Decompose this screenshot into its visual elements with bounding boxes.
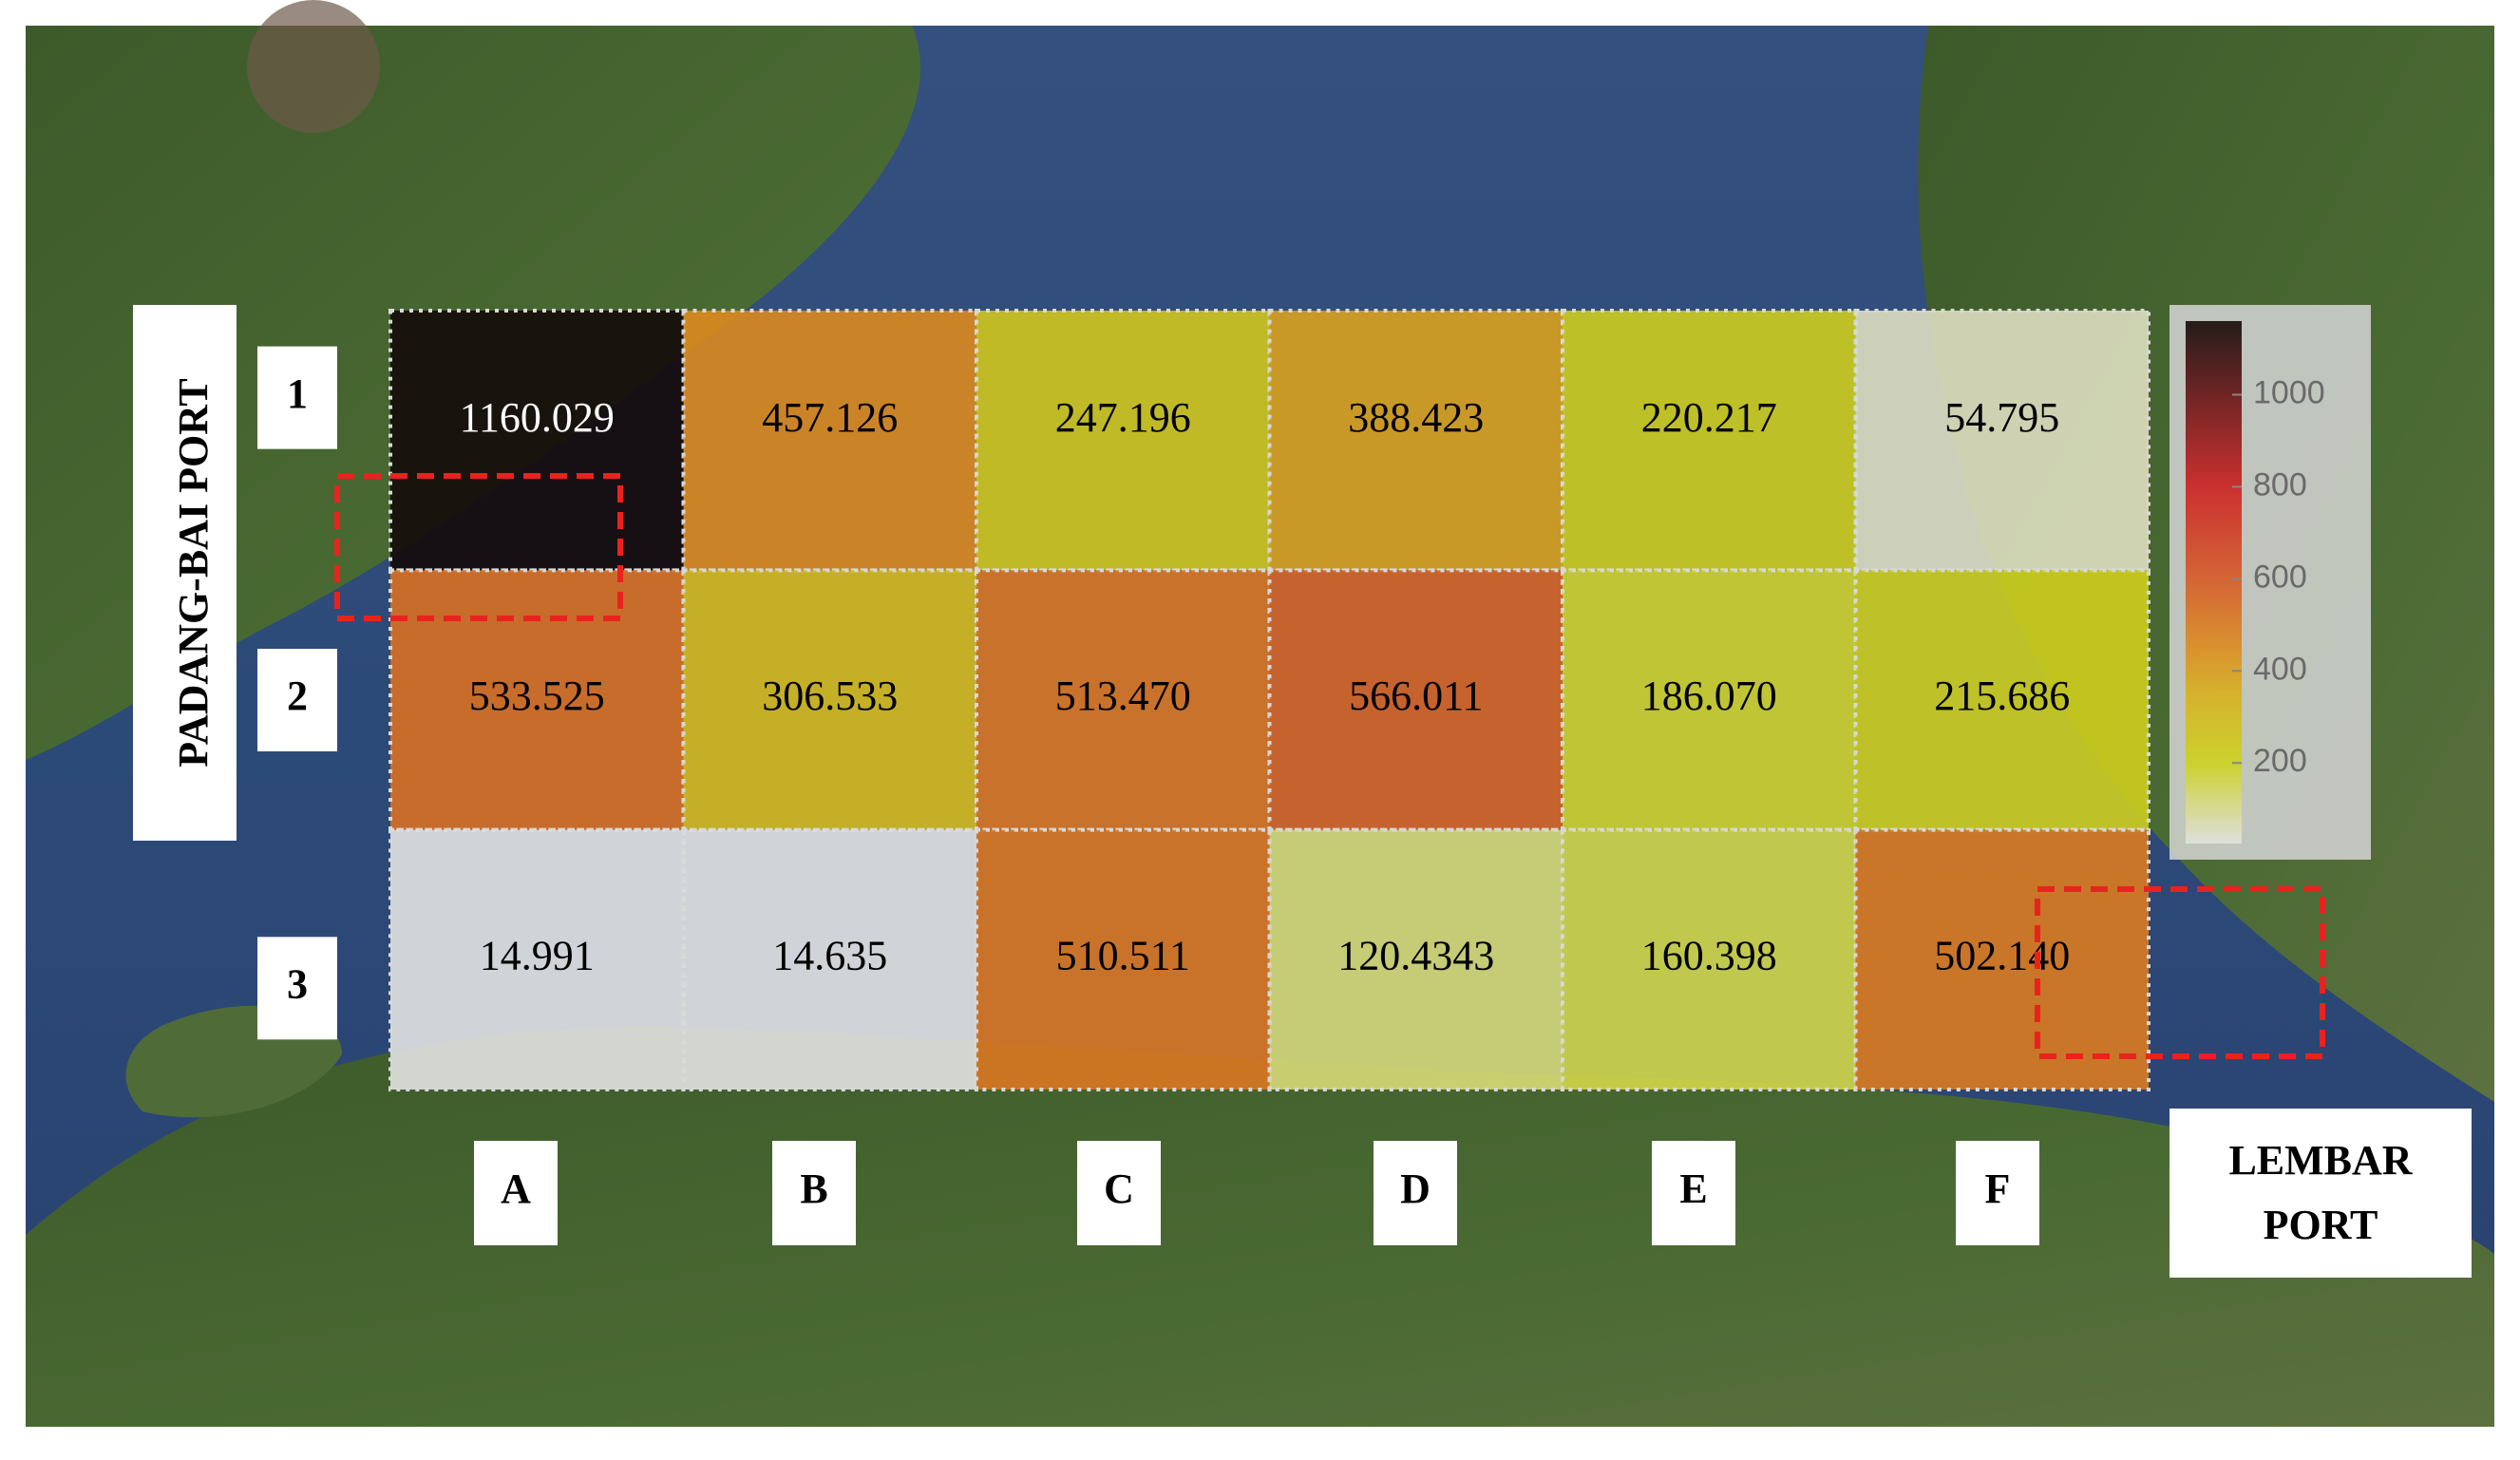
heatmap-cell bbox=[1561, 827, 1858, 1092]
column-label: A bbox=[501, 1166, 531, 1212]
cell-value-label: 533.525 bbox=[469, 673, 605, 719]
cell-value-label: 1160.029 bbox=[460, 394, 615, 441]
colorbar-tick-label: 800 bbox=[2253, 466, 2307, 502]
column-label: B bbox=[800, 1166, 827, 1212]
column-label-box bbox=[1652, 1141, 1735, 1245]
heatmap-cell bbox=[975, 568, 1272, 832]
cell-value-label: 388.423 bbox=[1348, 394, 1484, 441]
volcano bbox=[247, 0, 380, 133]
colorbar: 200 400 600 800 1000 bbox=[2186, 321, 2325, 844]
cell-value-label: 247.196 bbox=[1055, 394, 1191, 441]
column-label-box bbox=[1077, 1141, 1161, 1245]
column-label: D bbox=[1400, 1166, 1431, 1212]
heatmap-cell bbox=[1561, 309, 1858, 573]
heatmap-cell bbox=[1267, 827, 1564, 1092]
cell-value-label: 306.533 bbox=[762, 673, 898, 719]
land-south bbox=[26, 1026, 2494, 1427]
annotation-label: LEMBAR PORT bbox=[2228, 1137, 2413, 1248]
heatmap-cell bbox=[1853, 309, 2151, 573]
cell-value-label: 120.4343 bbox=[1337, 932, 1494, 978]
row-label: 2 bbox=[287, 673, 308, 719]
heatmap-cell bbox=[975, 827, 1272, 1092]
heatmap-cell bbox=[681, 568, 978, 832]
row-label-box bbox=[257, 649, 337, 751]
column-label-box bbox=[474, 1141, 558, 1245]
port-marker bbox=[2035, 886, 2325, 1059]
cell-value-label: 14.991 bbox=[480, 932, 595, 978]
row-label-box bbox=[257, 937, 337, 1040]
heatmap-cell bbox=[388, 827, 686, 1092]
port-marker bbox=[334, 473, 623, 621]
heatmap-cell bbox=[1561, 568, 1858, 832]
heatmap-grid: 1160.029 457.126 247.196 388.423 220.217 54.7… bbox=[257, 309, 2151, 1245]
annotation-box bbox=[2169, 1109, 2472, 1278]
overlay-annotations: PADANG-BAI PORT LEMBAR PORT bbox=[133, 305, 2472, 1278]
heatmap-cell bbox=[1853, 827, 2151, 1092]
heatmap-cell bbox=[681, 827, 978, 1092]
cell-value-label: 160.398 bbox=[1641, 932, 1777, 978]
annotation-wrap: LEMBAR PORT bbox=[2228, 1137, 2413, 1248]
column-label: F bbox=[1985, 1166, 2011, 1212]
column-label: E bbox=[1679, 1166, 1707, 1212]
colorbar-tick-label: 400 bbox=[2253, 651, 2307, 687]
heatmap-cell bbox=[388, 309, 686, 573]
heatmap-cell bbox=[1853, 568, 2151, 832]
cell-value-label: 186.070 bbox=[1641, 673, 1777, 719]
row-label: 3 bbox=[287, 960, 308, 1007]
row-label-box bbox=[257, 346, 337, 449]
cell-value-label: 513.470 bbox=[1055, 673, 1191, 719]
cell-value-label: 457.126 bbox=[762, 394, 898, 441]
row-label: 1 bbox=[287, 370, 308, 417]
colorbar-tick-label: 200 bbox=[2253, 743, 2307, 779]
colorbar-tick-label: 600 bbox=[2253, 559, 2307, 595]
colorbar-tick-label: 1000 bbox=[2253, 375, 2325, 411]
column-label-box bbox=[1956, 1141, 2039, 1245]
heatmap-cell bbox=[1267, 309, 1564, 573]
column-label-box bbox=[772, 1141, 856, 1245]
cell-value-label: 510.511 bbox=[1056, 932, 1190, 978]
colorbar-scale bbox=[2186, 321, 2242, 844]
heatmap-cell bbox=[975, 309, 1272, 573]
cell-value-label: 14.635 bbox=[772, 932, 887, 978]
cell-value-label: 220.217 bbox=[1641, 394, 1777, 441]
heatmap-cell bbox=[681, 309, 978, 573]
column-label-box bbox=[1374, 1141, 1457, 1245]
cell-value-label: 54.795 bbox=[1944, 394, 2059, 441]
heatmap-cell bbox=[388, 568, 686, 832]
annotation-box bbox=[133, 305, 237, 841]
cell-value-label: 215.686 bbox=[1934, 673, 2070, 719]
cell-value-label: 502.140 bbox=[1934, 932, 2070, 978]
column-label: C bbox=[1104, 1166, 1134, 1212]
annotation-label: PADANG-BAI PORT bbox=[170, 378, 217, 768]
heatmap-cell bbox=[1267, 568, 1564, 832]
cell-value-label: 566.011 bbox=[1349, 673, 1483, 719]
